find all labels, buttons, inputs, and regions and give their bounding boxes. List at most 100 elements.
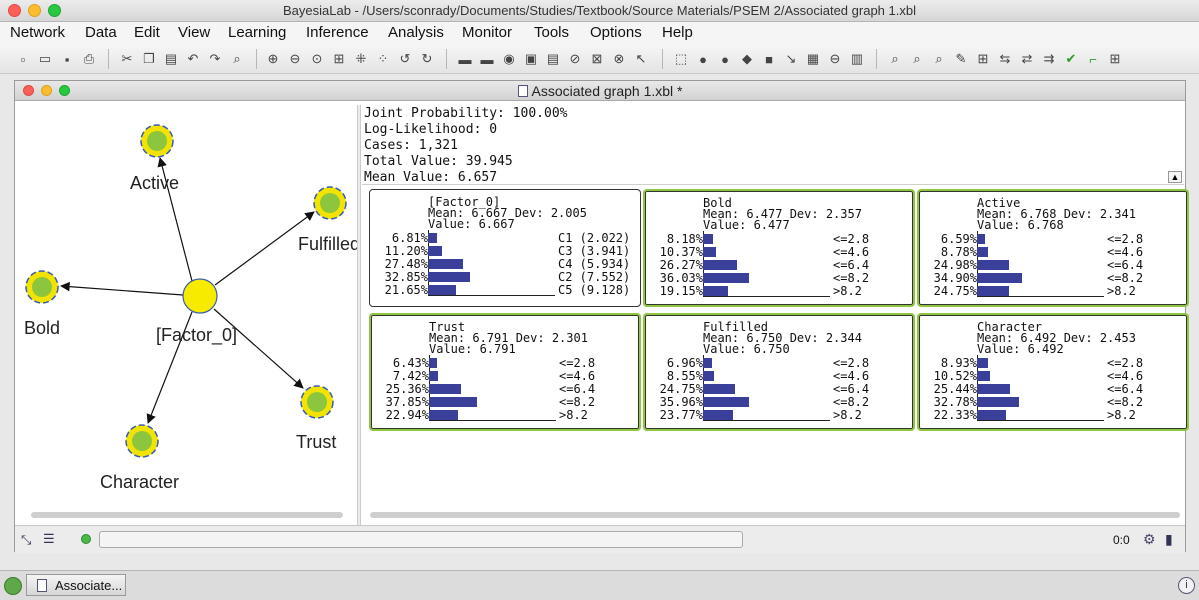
monitor-state-row[interactable]: 6.96% <=2.8 — [645, 356, 915, 370]
find-icon[interactable]: ⌕ — [233, 51, 241, 66]
monitor-mode-icon[interactable]: ☰ — [43, 531, 55, 546]
print-icon[interactable]: ⎙ — [83, 51, 95, 66]
filter-icon[interactable]: ⊘ — [569, 51, 581, 66]
info-icon[interactable]: i — [1178, 577, 1195, 594]
monitor-card[interactable]: [Factor_0] Mean: 6.667 Dev: 2.005 Value: 6… — [369, 189, 641, 307]
paste-icon[interactable]: ▤ — [164, 51, 178, 66]
copy-icon[interactable]: ❐ — [143, 51, 155, 66]
network-status-icon[interactable]: ⚙ — [1143, 531, 1156, 547]
remove-evidence-icon[interactable]: ⊠ — [591, 51, 603, 66]
note-icon[interactable]: ▦ — [806, 51, 820, 66]
node-trust[interactable] — [300, 385, 334, 419]
rotate-left-icon[interactable]: ↺ — [399, 51, 411, 66]
new-file-icon[interactable]: ▫ — [20, 51, 26, 67]
menu-help[interactable]: Help — [662, 24, 693, 41]
monitor-horizontal-scrollbar[interactable] — [370, 512, 1180, 518]
monitor-state-row[interactable]: 27.48% C4 (5.934) — [370, 257, 640, 271]
open-folder-icon[interactable]: ▭ — [38, 51, 52, 66]
monitor-icon[interactable]: ▬ — [458, 51, 472, 67]
node-factor0[interactable] — [182, 278, 218, 314]
monitor-state-row[interactable]: 36.03% <=8.2 — [645, 271, 915, 285]
save-icon[interactable]: ▪ — [64, 51, 70, 67]
minimize-graph-button[interactable] — [41, 85, 52, 96]
menu-inference[interactable]: Inference — [306, 24, 369, 41]
menu-tools[interactable]: Tools — [534, 24, 570, 41]
zoom-in-icon[interactable]: ⊕ — [267, 51, 279, 66]
search-class-icon[interactable]: ⌕ — [935, 51, 943, 66]
target-node-icon[interactable]: ◉ — [503, 51, 515, 66]
zoom-graph-button[interactable] — [59, 85, 70, 96]
taskbar-window-button[interactable]: Associate... — [26, 574, 126, 596]
monitor-state-row[interactable]: 37.85% <=8.2 — [371, 395, 641, 409]
monitor-state-row[interactable]: 24.75% <=6.4 — [645, 382, 915, 396]
close-window-button[interactable] — [8, 4, 21, 17]
monitor-state-row[interactable]: 25.36% <=6.4 — [371, 382, 641, 396]
monitor-state-row[interactable]: 24.75% >8.2 — [919, 284, 1189, 298]
node-creation-icon[interactable]: ● — [699, 51, 707, 67]
monitor-state-row[interactable]: 32.78% <=8.2 — [919, 395, 1189, 409]
database-icon[interactable]: ▮ — [1165, 531, 1173, 547]
monitor-state-row[interactable]: 11.20% C3 (3.941) — [370, 244, 640, 258]
fit-window-icon[interactable]: ⊞ — [333, 51, 345, 66]
monitor-card[interactable]: Fulfilled Mean: 6.750 Dev: 2.344 Value: 6.… — [643, 313, 915, 431]
cut-icon[interactable]: ✂ — [121, 51, 133, 66]
arrow-icon[interactable]: ↖ — [635, 51, 647, 66]
bayesialab-logo-icon[interactable] — [4, 577, 22, 595]
edge-factor-trust[interactable] — [213, 308, 304, 389]
monitor-state-row[interactable]: 6.59% <=2.8 — [919, 232, 1189, 246]
search-node-icon[interactable]: ⌕ — [891, 51, 899, 66]
menu-data[interactable]: Data — [85, 24, 117, 41]
monitor-state-row[interactable]: 8.93% <=2.8 — [919, 356, 1189, 370]
monitor-state-row[interactable]: 23.77% >8.2 — [645, 408, 915, 422]
monitor-state-row[interactable]: 7.42% <=4.6 — [371, 369, 641, 383]
monitor-state-row[interactable]: 26.27% <=6.4 — [645, 258, 915, 272]
menu-network[interactable]: Network — [10, 24, 66, 41]
monitor-state-row[interactable]: 22.33% >8.2 — [919, 408, 1189, 422]
node-character[interactable] — [125, 424, 159, 458]
monitor-state-row[interactable]: 25.44% <=6.4 — [919, 382, 1189, 396]
menu-options[interactable]: Options — [590, 24, 642, 41]
arc-orient-icon[interactable]: ⇉ — [1043, 51, 1055, 66]
network-icon[interactable]: ⊞ — [977, 51, 989, 66]
zoom-out-icon[interactable]: ⊖ — [289, 51, 301, 66]
rotate-right-icon[interactable]: ↻ — [421, 51, 433, 66]
monitor-state-row[interactable]: 22.94% >8.2 — [371, 408, 641, 422]
search-arc-icon[interactable]: ⌕ — [913, 51, 921, 66]
panel-splitter[interactable] — [357, 105, 361, 525]
zoom-default-icon[interactable]: ⊙ — [311, 51, 323, 66]
monitor-state-row[interactable]: 8.78% <=4.6 — [919, 245, 1189, 259]
monitor-state-row[interactable]: 19.15% >8.2 — [645, 284, 915, 298]
monitor-state-row[interactable]: 10.37% <=4.6 — [645, 245, 915, 259]
selection-mode-icon[interactable]: ⬚ — [674, 51, 688, 66]
monitor-alt-icon[interactable]: ▬ — [480, 51, 494, 67]
decision-node-icon[interactable]: ◆ — [742, 51, 752, 66]
check-icon[interactable]: ✔ — [1065, 51, 1077, 66]
hide-icon[interactable]: ⊖ — [829, 51, 841, 66]
menu-analysis[interactable]: Analysis — [388, 24, 444, 41]
monitor-card[interactable]: Bold Mean: 6.477 Dev: 2.357 Value: 6.477 8.… — [643, 189, 915, 307]
menu-learning[interactable]: Learning — [228, 24, 287, 41]
node-bold[interactable] — [25, 270, 59, 304]
collapse-summary-button[interactable]: ▲ — [1168, 171, 1182, 183]
menu-monitor[interactable]: Monitor — [462, 24, 513, 41]
monitor-state-row[interactable]: 10.52% <=4.6 — [919, 369, 1189, 383]
flag-icon[interactable]: ⌐ — [1089, 51, 1097, 67]
menu-view[interactable]: View — [178, 24, 211, 41]
arc-invert-icon[interactable]: ⇄ — [1021, 51, 1033, 66]
graph-horizontal-scrollbar[interactable] — [31, 512, 343, 518]
monitor-state-row[interactable]: 21.65% C5 (9.128) — [370, 283, 640, 297]
adaptive-questionnaire-icon[interactable]: ▣ — [524, 51, 538, 66]
graph-mode-icon[interactable]: ⤡ — [21, 532, 32, 547]
undo-icon[interactable]: ↶ — [187, 51, 199, 66]
stop-icon[interactable]: ⊗ — [613, 51, 625, 66]
arc-creation-icon[interactable]: ↘ — [785, 51, 797, 66]
grid-icon[interactable]: ⊞ — [1109, 51, 1121, 66]
layout-alt-icon[interactable]: ⁘ — [377, 51, 389, 66]
monitor-card[interactable]: Character Mean: 6.492 Dev: 2.453 Value: 6.… — [917, 313, 1189, 431]
utility-node-icon[interactable]: ■ — [765, 51, 773, 67]
monitor-state-row[interactable]: 32.85% C2 (7.552) — [370, 270, 640, 284]
edge-factor-character[interactable] — [146, 311, 193, 424]
edge-factor-active[interactable] — [157, 157, 193, 282]
zoom-window-button[interactable] — [48, 4, 61, 17]
redo-icon[interactable]: ↷ — [209, 51, 221, 66]
